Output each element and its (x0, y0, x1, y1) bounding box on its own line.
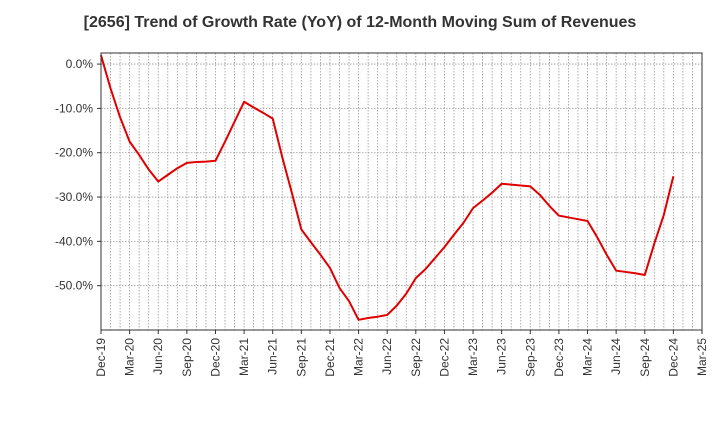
x-tick-label: Jun-24 (609, 338, 623, 375)
x-tick-label: Jun-20 (151, 338, 165, 375)
x-tick-label: Dec-21 (323, 338, 337, 377)
x-tick-label: Mar-21 (237, 338, 251, 376)
x-tick-label: Sep-20 (180, 338, 194, 377)
y-tick-label: -50.0% (55, 279, 93, 293)
y-tick-label: -20.0% (55, 146, 93, 160)
x-tick-label: Jun-21 (266, 338, 280, 375)
x-tick-label: Dec-22 (437, 338, 451, 377)
x-tick-label: Sep-21 (294, 338, 308, 377)
x-tick-label: Dec-19 (94, 338, 108, 377)
y-tick-label: -30.0% (55, 190, 93, 204)
x-tick-label: Mar-24 (581, 338, 595, 376)
plot-frame (100, 52, 703, 331)
series-line (100, 54, 675, 321)
x-tick-label: Sep-24 (638, 338, 652, 377)
x-tick-label: Mar-20 (123, 338, 137, 376)
chart-title: [2656] Trend of Growth Rate (YoY) of 12-… (83, 14, 637, 31)
x-tick-label: Dec-23 (552, 338, 566, 377)
x-tick-label: Jun-22 (380, 338, 394, 375)
y-tick-label: -10.0% (55, 101, 93, 115)
x-tick-label: Sep-22 (409, 338, 423, 377)
x-tick-label: Mar-22 (352, 338, 366, 376)
x-tick-label: Mar-23 (466, 338, 480, 376)
y-tick-label: -40.0% (55, 234, 93, 248)
x-tick-label: Sep-23 (523, 338, 537, 377)
x-tick-label: Dec-20 (208, 338, 222, 377)
x-tick-label: Mar-25 (695, 338, 709, 376)
y-tick-label: 0.0% (66, 57, 94, 71)
x-tick-label: Jun-23 (495, 338, 509, 375)
x-tick-label: Dec-24 (666, 338, 680, 377)
